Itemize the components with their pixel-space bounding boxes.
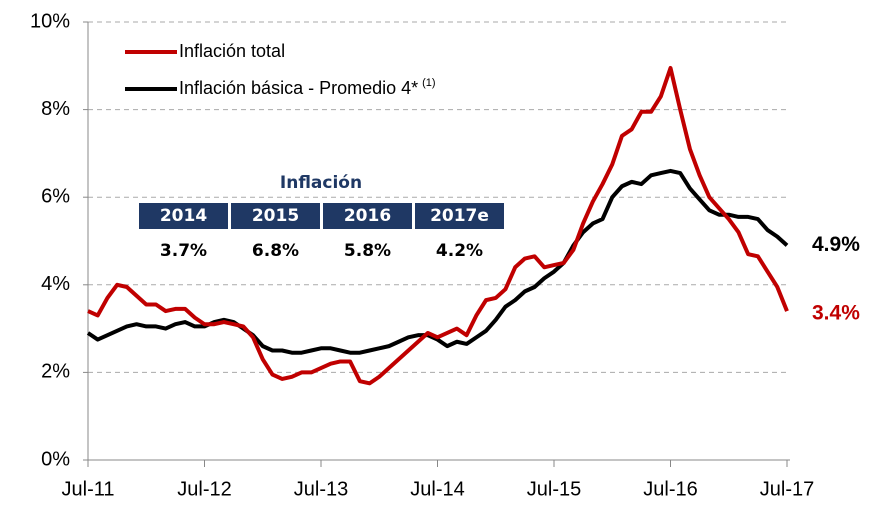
legend-text: Inflación total xyxy=(179,41,285,61)
inset-value: 3.7% xyxy=(160,241,207,261)
series-line xyxy=(86,168,789,355)
x-tick-label: Jul-12 xyxy=(177,478,231,500)
x-tick-label: Jul-14 xyxy=(410,478,464,500)
legend-label: Inflación básica - Promedio 4* (1) xyxy=(179,77,436,98)
inset-header-cell xyxy=(415,203,504,229)
x-tick-label: Jul-17 xyxy=(760,478,814,500)
inset-value: 4.2% xyxy=(436,241,483,261)
inset-header-cell xyxy=(231,203,320,229)
inset-header: 2014 xyxy=(160,206,207,226)
end-label: 4.9% xyxy=(812,233,860,256)
inset-value: 6.8% xyxy=(252,241,299,261)
inset-value: 5.8% xyxy=(344,241,391,261)
legend-label: Inflación total xyxy=(179,41,285,61)
inset-header: 2017e xyxy=(430,206,489,226)
y-tick-label: 2% xyxy=(41,361,70,383)
legend-note: (1) xyxy=(422,77,435,89)
end-label: 3.4% xyxy=(812,302,860,325)
x-tick-label: Jul-11 xyxy=(62,478,115,500)
y-tick-label: 4% xyxy=(41,273,70,295)
inset-title: Inflación xyxy=(280,173,362,193)
x-tick-label: Jul-15 xyxy=(527,478,581,500)
inset-header-cell xyxy=(323,203,412,229)
x-tick-label: Jul-13 xyxy=(294,478,348,500)
inset-header: 2015 xyxy=(252,206,299,226)
inset-header: 2016 xyxy=(344,206,391,226)
series-line xyxy=(87,65,789,386)
y-tick-label: 6% xyxy=(41,185,70,207)
y-tick-label: 8% xyxy=(41,98,70,120)
y-tick-label: 0% xyxy=(41,448,70,470)
x-tick-label: Jul-16 xyxy=(643,478,697,500)
legend-text: Inflación básica - Promedio 4* xyxy=(179,78,418,98)
inset-header-cell xyxy=(139,203,228,229)
y-tick-label: 10% xyxy=(30,10,70,32)
